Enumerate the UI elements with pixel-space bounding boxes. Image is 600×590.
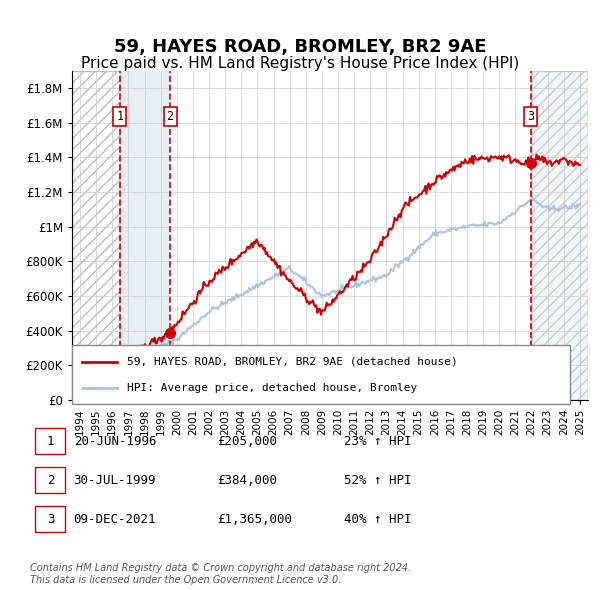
Text: 59, HAYES ROAD, BROMLEY, BR2 9AE: 59, HAYES ROAD, BROMLEY, BR2 9AE <box>114 38 486 57</box>
Text: 3: 3 <box>47 513 54 526</box>
Text: 59, HAYES ROAD, BROMLEY, BR2 9AE (detached house): 59, HAYES ROAD, BROMLEY, BR2 9AE (detach… <box>127 357 458 366</box>
Bar <box>530 71 588 400</box>
Text: 3: 3 <box>527 110 534 123</box>
Text: 2: 2 <box>47 474 54 487</box>
FancyBboxPatch shape <box>72 345 570 404</box>
Text: Price paid vs. HM Land Registry's House Price Index (HPI): Price paid vs. HM Land Registry's House … <box>81 56 519 71</box>
Text: 2: 2 <box>166 110 173 123</box>
Text: 23% ↑ HPI: 23% ↑ HPI <box>344 435 412 448</box>
Text: This data is licensed under the Open Government Licence v3.0.: This data is licensed under the Open Gov… <box>30 575 341 585</box>
Text: 1: 1 <box>47 435 54 448</box>
Bar <box>120 71 170 400</box>
FancyBboxPatch shape <box>35 467 65 493</box>
Text: 1: 1 <box>116 110 124 123</box>
Text: HPI: Average price, detached house, Bromley: HPI: Average price, detached house, Brom… <box>127 383 417 392</box>
FancyBboxPatch shape <box>35 506 65 532</box>
Text: 09-DEC-2021: 09-DEC-2021 <box>74 513 156 526</box>
Text: 40% ↑ HPI: 40% ↑ HPI <box>344 513 412 526</box>
Text: £1,365,000: £1,365,000 <box>217 513 292 526</box>
FancyBboxPatch shape <box>35 428 65 454</box>
Bar <box>530 71 588 400</box>
Text: 52% ↑ HPI: 52% ↑ HPI <box>344 474 412 487</box>
Text: Contains HM Land Registry data © Crown copyright and database right 2024.: Contains HM Land Registry data © Crown c… <box>30 563 411 573</box>
Text: £384,000: £384,000 <box>217 474 277 487</box>
Text: £205,000: £205,000 <box>217 435 277 448</box>
Text: 30-JUL-1999: 30-JUL-1999 <box>74 474 156 487</box>
Bar <box>72 71 120 400</box>
Text: 20-JUN-1996: 20-JUN-1996 <box>74 435 156 448</box>
